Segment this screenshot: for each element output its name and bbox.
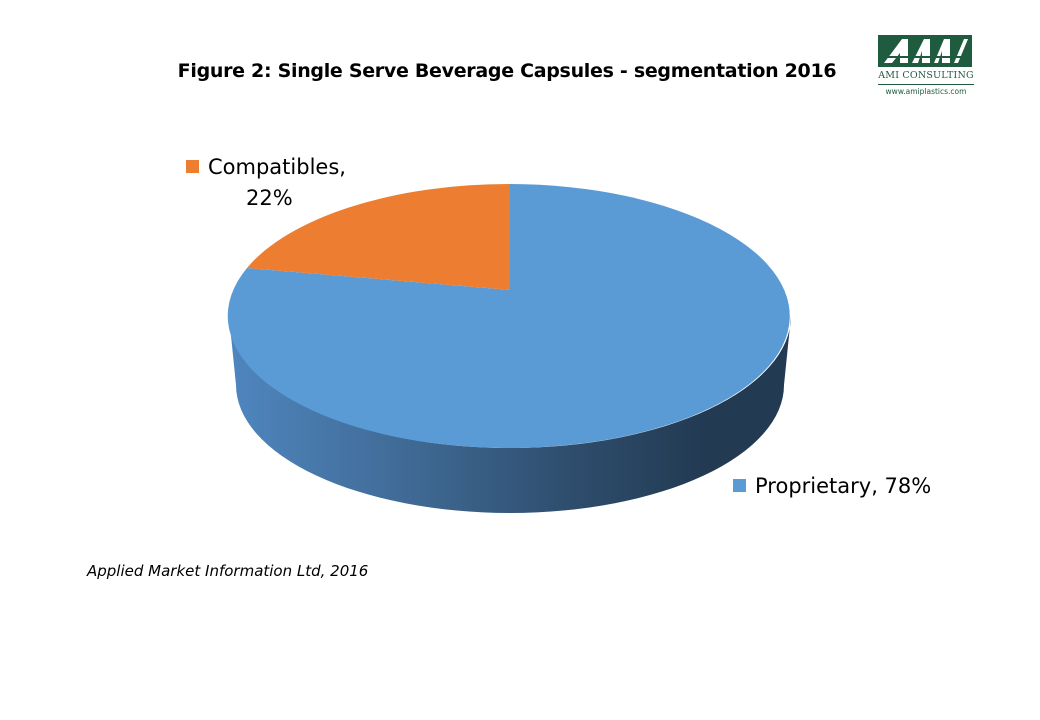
chart-title: Figure 2: Single Serve Beverage Capsules… — [177, 60, 837, 82]
logo-url: www.amiplastics.com — [885, 87, 967, 96]
data-label-compatibles: Compatibles, 22% — [186, 152, 346, 214]
label-compatibles-pct: 22% — [246, 186, 293, 210]
legend-swatch-compatibles-icon — [186, 160, 199, 173]
source-note: Applied Market Information Ltd, 2016 — [87, 562, 369, 580]
data-label-proprietary: Proprietary, 78% — [733, 471, 931, 502]
ami-logo: AMI CONSULTING www.amiplastics.com — [878, 35, 974, 96]
legend-swatch-proprietary-icon — [733, 479, 746, 492]
pie-side-proprietary — [229, 316, 791, 513]
ami-logo-mark-icon — [878, 35, 972, 67]
logo-company-name: AMI CONSULTING — [878, 70, 974, 85]
label-compatibles-name: Compatibles, — [208, 155, 346, 179]
label-proprietary-text: Proprietary, 78% — [755, 474, 932, 498]
pie-slice-compatibles — [247, 183, 510, 290]
pie-slice-proprietary — [227, 184, 790, 448]
